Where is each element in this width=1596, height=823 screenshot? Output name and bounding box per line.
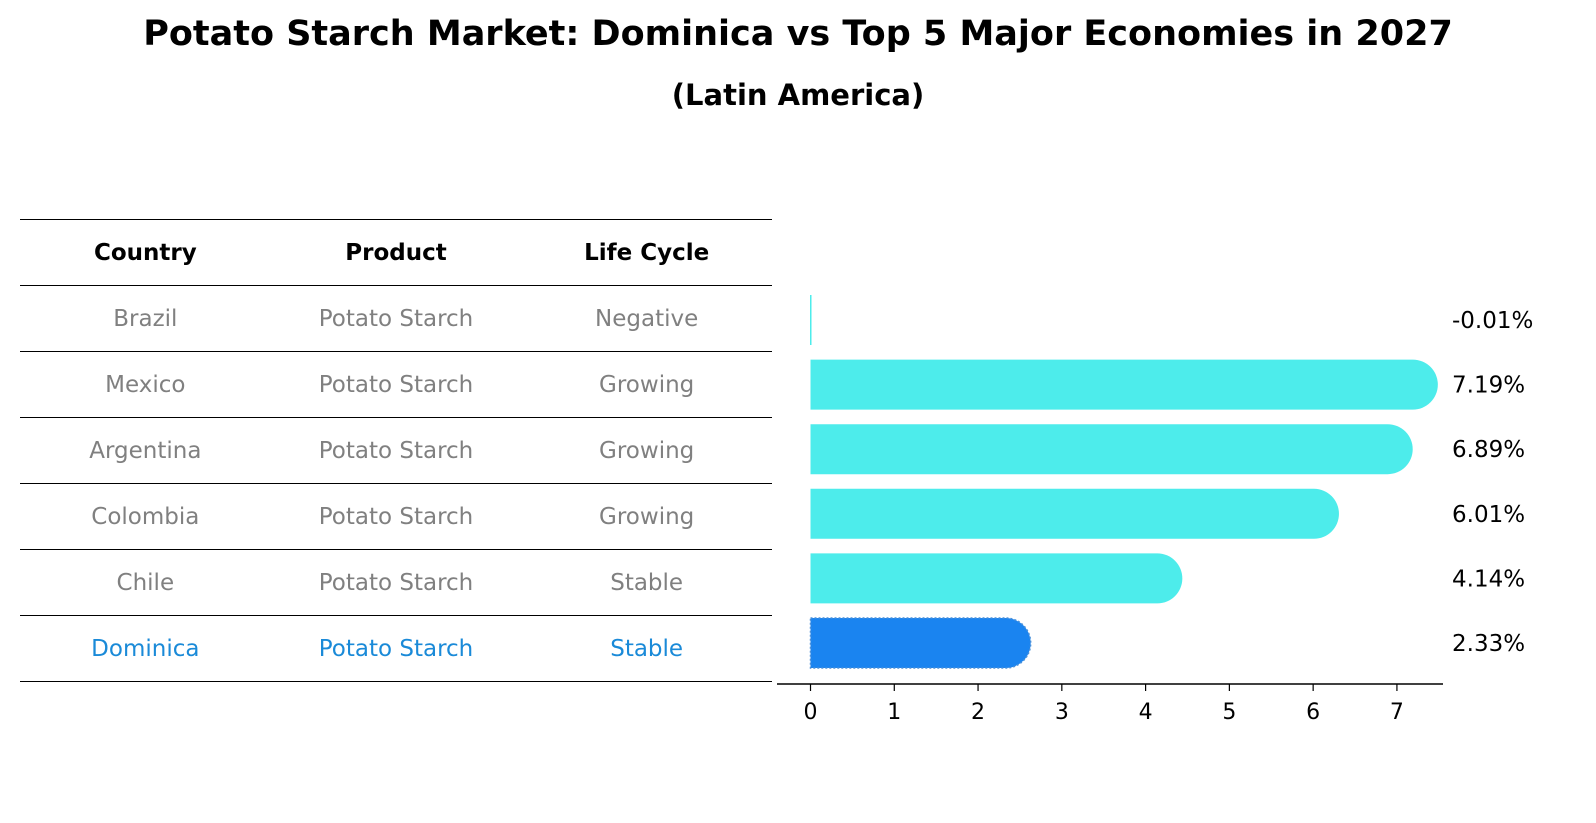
bar: [810, 359, 1438, 410]
data-label: -0.01%: [1452, 308, 1533, 334]
cell-product: Potato Starch: [270, 615, 522, 682]
data-label: 6.89%: [1452, 437, 1525, 463]
cell-product: Potato Starch: [270, 351, 522, 418]
x-tick-label: 3: [1055, 700, 1069, 725]
cell-country: Colombia: [20, 483, 271, 550]
bar: [810, 488, 1339, 539]
cell-life-cycle: Growing: [521, 417, 772, 484]
table-row: Brazil Potato Starch Negative: [20, 285, 772, 352]
cell-life-cycle: Negative: [521, 285, 772, 352]
bar: [809, 617, 1032, 669]
bar: [810, 553, 1183, 604]
cell-country: Chile: [20, 549, 271, 616]
table-row-highlight: Dominica Potato Starch Stable: [20, 615, 772, 682]
x-tick-label: 2: [971, 700, 985, 725]
bar: [810, 424, 1413, 475]
cell-country: Mexico: [20, 351, 271, 418]
x-tick-label: 1: [887, 700, 901, 725]
cell-product: Potato Starch: [270, 549, 522, 616]
x-tick-label: 0: [804, 700, 818, 725]
cell-product: Potato Starch: [270, 483, 522, 550]
cell-product: Potato Starch: [270, 285, 522, 352]
cell-life-cycle: Growing: [521, 483, 772, 550]
data-label: 4.14%: [1452, 566, 1525, 592]
cell-product: Potato Starch: [270, 417, 522, 484]
header-life-cycle: Life Cycle: [521, 219, 772, 286]
cell-country: Brazil: [20, 285, 271, 352]
data-label: 7.19%: [1452, 373, 1525, 399]
table-row: Argentina Potato Starch Growing: [20, 417, 772, 484]
data-label: 6.01%: [1452, 502, 1525, 528]
chart-title: Potato Starch Market: Dominica vs Top 5 …: [143, 14, 1453, 54]
header-country: Country: [20, 219, 271, 286]
table-header-row: Country Product Life Cycle: [20, 219, 772, 286]
country-table: Country Product Life Cycle Brazil Potato…: [20, 219, 772, 682]
cell-country: Dominica: [20, 615, 271, 682]
cell-country: Argentina: [20, 417, 271, 484]
bar: [810, 295, 812, 345]
x-tick-label: 6: [1306, 700, 1320, 725]
table-row: Mexico Potato Starch Growing: [20, 351, 772, 418]
table-row: Colombia Potato Starch Growing: [20, 483, 772, 550]
x-tick-label: 7: [1390, 700, 1404, 725]
header-product: Product: [270, 219, 522, 286]
chart-subtitle: (Latin America): [671, 78, 925, 112]
x-tick-label: 5: [1222, 700, 1236, 725]
x-tick-label: 4: [1139, 700, 1153, 725]
data-label: 2.33%: [1452, 631, 1525, 657]
table-row: Chile Potato Starch Stable: [20, 549, 772, 616]
cell-life-cycle: Stable: [521, 549, 772, 616]
cell-life-cycle: Growing: [521, 351, 772, 418]
cell-life-cycle: Stable: [521, 615, 772, 682]
growth-bar-chart: -0.01% 7.19% 6.89% 6.01% 4.14% 2.33% 0 1 2 3 4 5 6 7: [777, 295, 1533, 725]
